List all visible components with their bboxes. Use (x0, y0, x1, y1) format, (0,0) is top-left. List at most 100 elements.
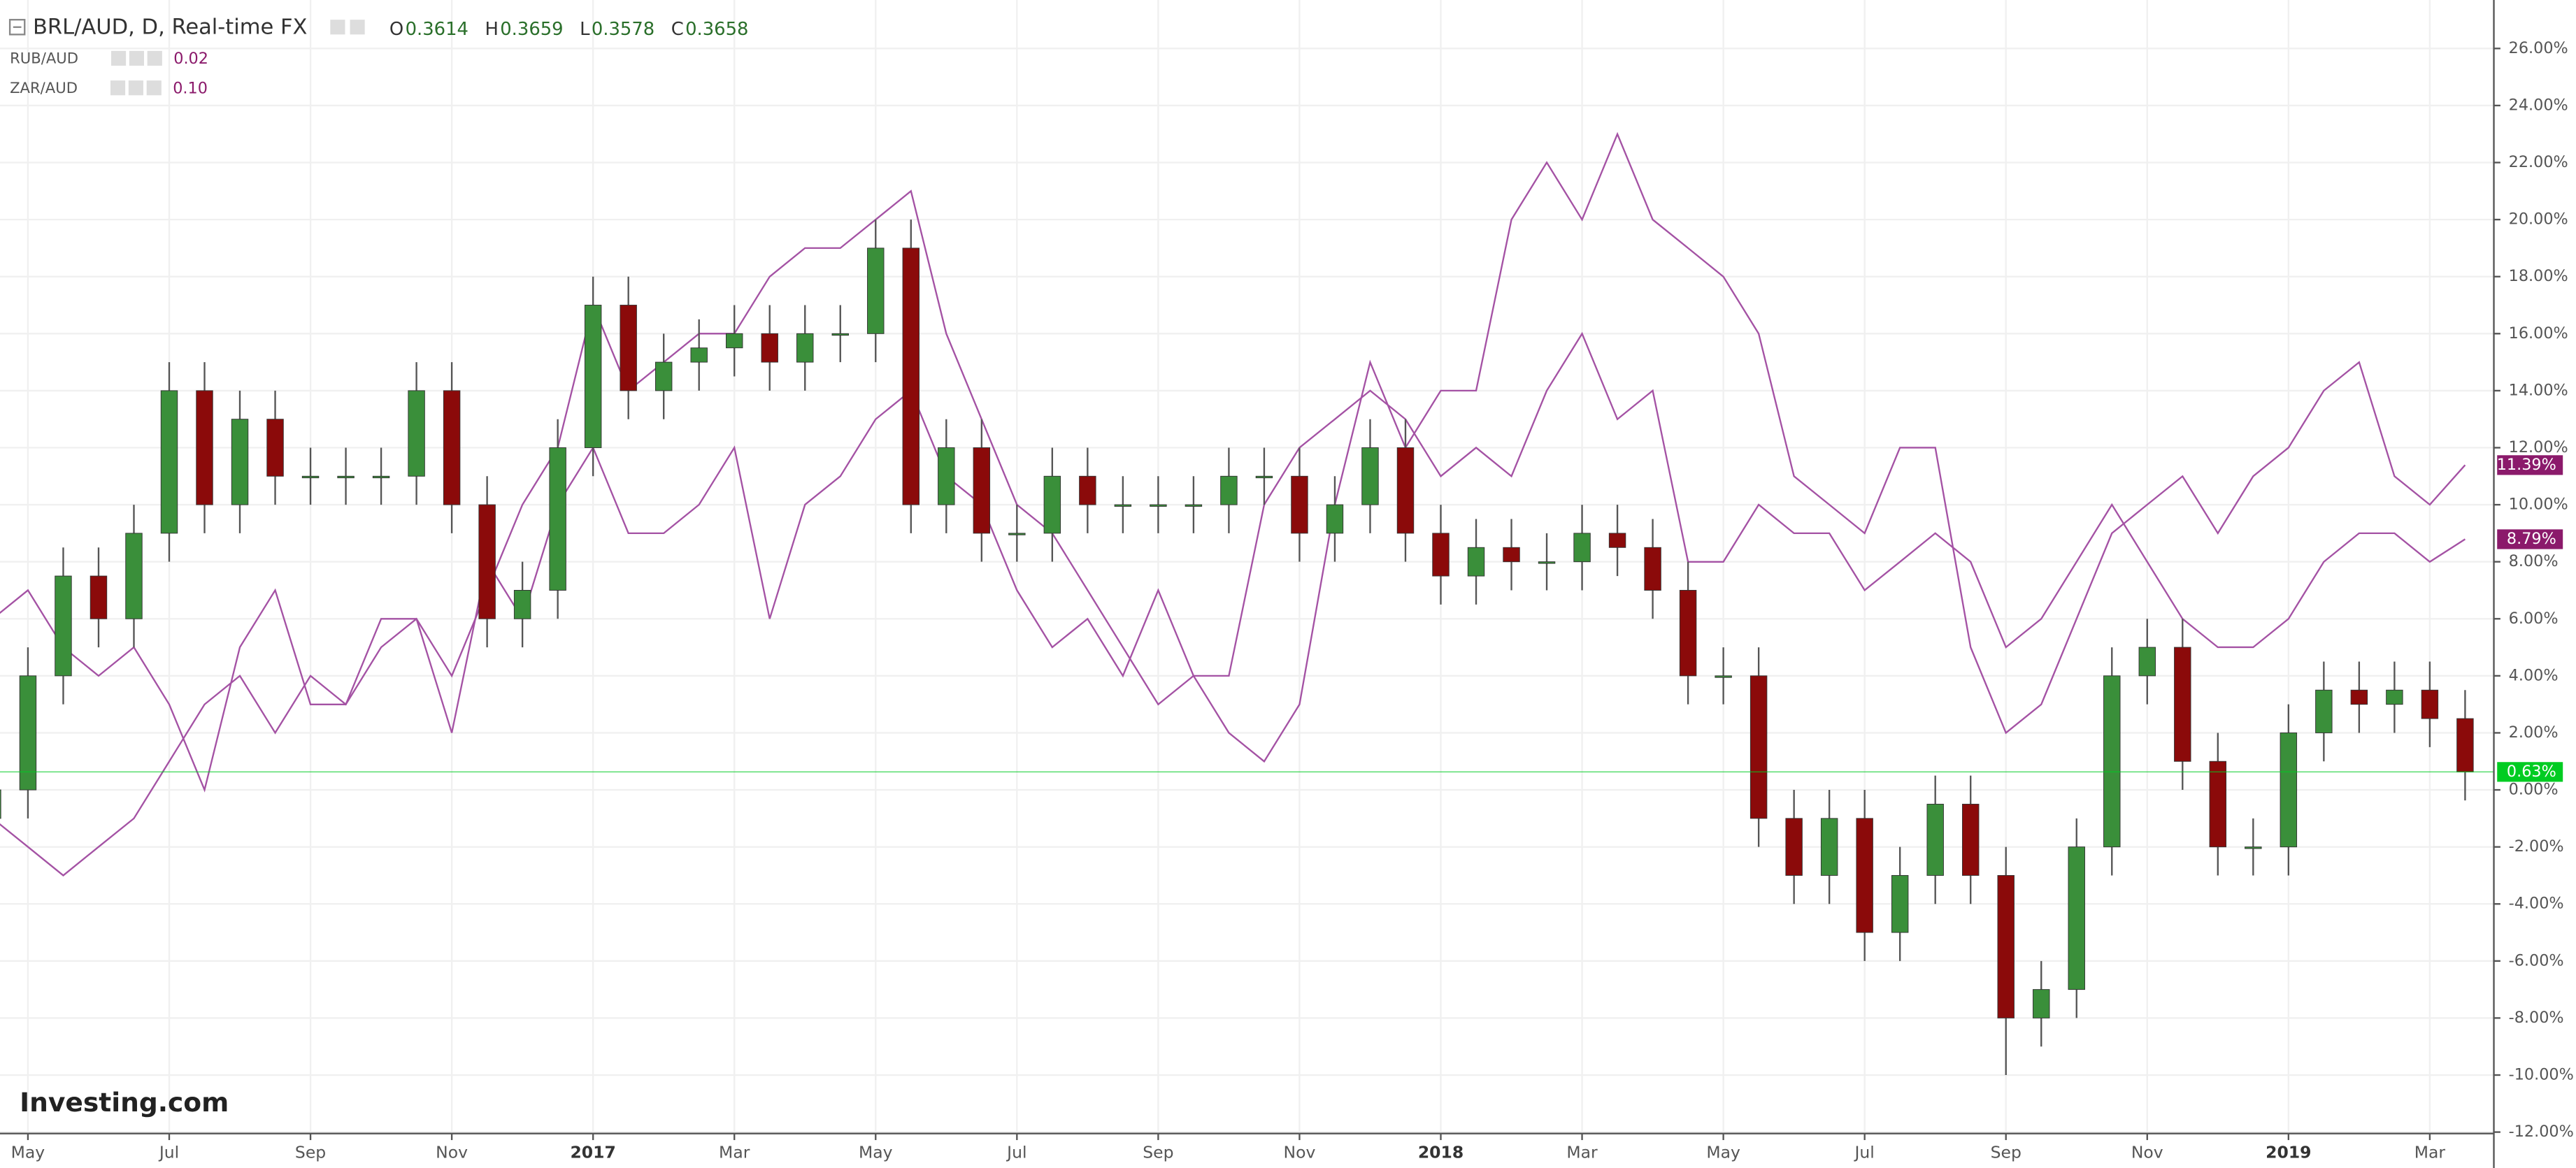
series-icon[interactable] (128, 80, 143, 96)
last-value-label: 8.79% (2507, 530, 2556, 548)
series-icon[interactable] (147, 50, 162, 66)
series-icon[interactable] (110, 80, 126, 96)
y-tick-label: 12.00% (2509, 438, 2568, 456)
candle-body (1432, 533, 1450, 577)
candle-body (55, 575, 72, 677)
candle-body (1749, 675, 1768, 819)
last-value-badge (2497, 762, 2563, 782)
candle-body (1150, 504, 1167, 507)
candle-body (1503, 547, 1520, 563)
candle-body (2209, 760, 2227, 848)
ohlc-label: L (580, 19, 590, 40)
watermark: Investing.com (20, 1087, 229, 1118)
y-tick-label: 22.00% (2509, 153, 2568, 171)
x-tick-label: Jul (1006, 1142, 1026, 1162)
candle-body (2456, 718, 2474, 772)
series-line (0, 131, 2466, 877)
legend: BRL/AUD, D, Real-time FX O 0.3614 H 0.3659 L… (8, 15, 748, 97)
y-tick-label: 0.00% (2509, 781, 2559, 799)
candle-body (337, 475, 355, 479)
candle-body (408, 390, 425, 477)
legend-indicator: 0.10 (173, 79, 208, 97)
settings-icon[interactable] (350, 20, 365, 35)
ohlc-value: 0.3614 (406, 19, 468, 40)
candle-body (584, 305, 602, 448)
x-tick-label: Sep (295, 1142, 326, 1162)
y-tick-label: 14.00% (2509, 381, 2568, 399)
series-line (0, 331, 2466, 793)
candle-body (938, 447, 955, 505)
candle-body (549, 447, 566, 591)
last-value-badge (2497, 529, 2563, 549)
candle-body (1715, 675, 1732, 678)
y-tick-label: 16.00% (2509, 324, 2568, 343)
candle-body (2033, 989, 2050, 1018)
x-tick-label: Mar (2414, 1142, 2446, 1162)
x-tick-label: May (1706, 1142, 1740, 1162)
x-tick-label: May (859, 1142, 893, 1162)
candle-body (513, 590, 531, 619)
candle-body (266, 419, 284, 477)
candle-body (796, 333, 814, 363)
candle-body (1608, 533, 1626, 548)
collapse-icon[interactable] (8, 19, 26, 36)
candle-body (231, 419, 249, 505)
x-tick-label: 2019 (2266, 1142, 2311, 1162)
candle-body (1114, 504, 1132, 507)
candle-body (867, 247, 885, 334)
candle-body (1079, 475, 1096, 505)
candle-body (2386, 689, 2403, 705)
y-tick-label: 10.00% (2509, 496, 2568, 514)
axes: 26.00% 24.00% 22.00% 20.00% 18.00% 16.00% 14.0… (11, 39, 2574, 1162)
candle-body (1926, 803, 1944, 876)
x-tick-label: Nov (1284, 1142, 1316, 1162)
last-value-label: 11.39% (2497, 456, 2556, 474)
candle-body (831, 333, 849, 336)
candle-body (301, 475, 320, 479)
ohlc-value: 0.3658 (685, 19, 748, 40)
candle-body (761, 333, 778, 363)
candle-body (1361, 447, 1379, 505)
candle-body (443, 390, 461, 505)
y-tick-label: -12.00% (2509, 1123, 2574, 1141)
candle-body (2421, 689, 2439, 719)
last-value-label: 0.63% (2507, 763, 2556, 781)
ohlc-label: H (485, 19, 498, 40)
candle-body (196, 390, 213, 505)
candle-body (654, 361, 673, 391)
x-tick-label: 2018 (1418, 1142, 1464, 1162)
candle-body (973, 447, 991, 534)
candle-body (1997, 874, 2015, 1018)
candle-body (726, 333, 743, 349)
candle-body (478, 504, 496, 619)
legend-entry: RUB/AUD (10, 50, 78, 67)
candle-body (1396, 447, 1415, 534)
candle-body (2245, 846, 2262, 849)
candle-body (1679, 590, 1697, 677)
candle-body (1573, 533, 1591, 563)
ohlc-value: 0.3659 (500, 19, 563, 40)
candle-body (372, 475, 390, 479)
y-tick-label: -8.00% (2509, 1009, 2564, 1027)
x-tick-label: Mar (719, 1142, 750, 1162)
candle-body (2103, 675, 2121, 848)
series-icon[interactable] (129, 50, 144, 66)
legend-indicator: 0.02 (173, 50, 208, 68)
x-tick-label: 2017 (570, 1142, 615, 1162)
y-tick-label: 6.00% (2509, 610, 2559, 628)
series-icon[interactable] (146, 80, 162, 96)
series-icon[interactable] (111, 50, 127, 66)
candle-body (1820, 818, 1838, 876)
chart-title: BRL/AUD, D, Real-time FX (33, 15, 307, 39)
y-tick-label: 2.00% (2509, 723, 2559, 742)
candle-body (1291, 475, 1308, 534)
candle-body (1326, 504, 1344, 534)
candle-body (1785, 818, 1803, 876)
plot-area (0, 131, 2494, 1076)
candle-body (0, 789, 1, 819)
candle-body (90, 575, 108, 619)
y-tick-label: -4.00% (2509, 895, 2564, 913)
settings-icon[interactable] (330, 20, 345, 35)
